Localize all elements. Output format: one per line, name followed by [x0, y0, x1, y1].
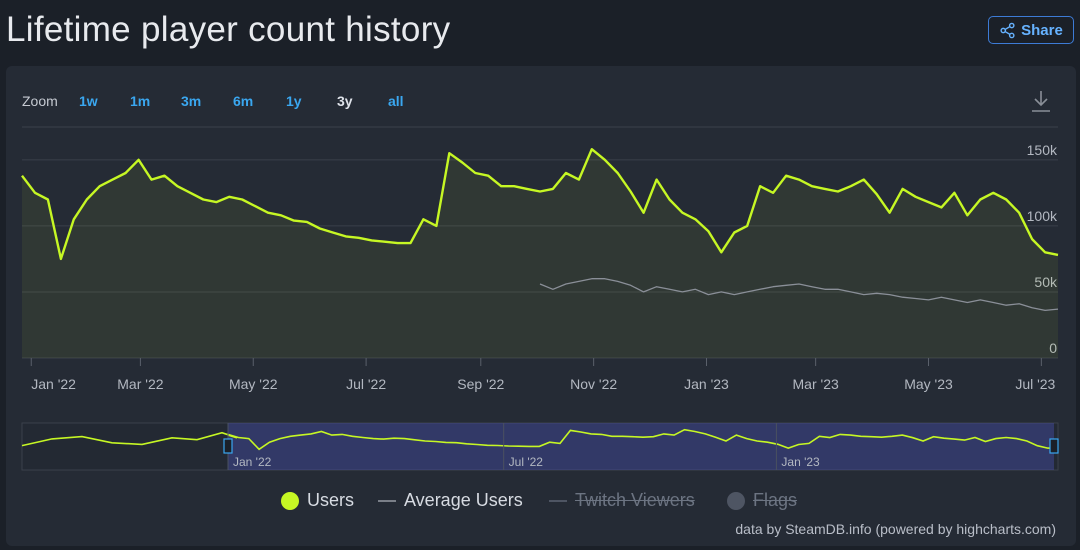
- page-title: Lifetime player count history: [6, 10, 451, 49]
- legend-average-users[interactable]: Average Users: [378, 490, 523, 511]
- download-icon[interactable]: [1030, 88, 1052, 114]
- average-users-line: [539, 278, 1059, 312]
- legend-twitch-label: Twitch Viewers: [575, 490, 695, 510]
- y-axis-ticks: 0 50k 100k 150k: [1027, 142, 1058, 356]
- x-tick-label: Mar '22: [117, 376, 163, 392]
- legend-average-label: Average Users: [404, 490, 523, 510]
- y-tick-label: 100k: [1027, 208, 1058, 224]
- navigator-tick-label: Jan '23: [781, 455, 820, 469]
- zoom-3m-button[interactable]: 3m: [181, 93, 202, 109]
- x-tick-label: May '23: [904, 376, 953, 392]
- navigator-users-line: [21, 428, 1059, 451]
- users-line: [21, 148, 1059, 261]
- zoom-3y-button[interactable]: 3y: [337, 93, 353, 109]
- zoom-1w-button[interactable]: 1w: [79, 93, 98, 109]
- legend-flags[interactable]: Flags: [727, 490, 797, 511]
- x-tick-label: May '22: [229, 376, 278, 392]
- zoom-label: Zoom: [22, 93, 58, 109]
- share-icon: [1000, 22, 1015, 38]
- credits[interactable]: data by SteamDB.info (powered by highcha…: [735, 521, 1056, 537]
- chart-area[interactable]: 0 50k 100k 150k Jan '22 Mar '22 May '22 Jul '2…: [0, 0, 1080, 480]
- navigator-tick-label: Jul '22: [509, 455, 544, 469]
- navigator[interactable]: Jan '22 Jul '22 Jan '23: [21, 422, 1059, 471]
- series-layer: [21, 148, 1059, 358]
- legend-flags-label: Flags: [753, 490, 798, 510]
- x-tick-label: Sep '22: [457, 376, 504, 392]
- zoom-6m-button[interactable]: 6m: [233, 93, 254, 109]
- x-tick-label: Jul '22: [346, 376, 386, 392]
- y-tick-label: 150k: [1027, 142, 1058, 158]
- share-button[interactable]: Share: [988, 16, 1074, 44]
- navigator-tick-label: Jan '22: [233, 455, 272, 469]
- zoom-all-button[interactable]: all: [388, 93, 404, 109]
- legend-users[interactable]: Users: [281, 490, 354, 511]
- share-label: Share: [1021, 21, 1063, 39]
- zoom-1m-button[interactable]: 1m: [130, 93, 151, 109]
- legend-users-label: Users: [307, 490, 355, 510]
- x-axis-ticks: Jan '22 Mar '22 May '22 Jul '22 Sep '22 Nov '…: [30, 358, 1056, 392]
- x-tick-label: Jan '22: [31, 376, 76, 392]
- x-tick-label: Jul '23: [1015, 376, 1055, 392]
- legend-flags-dot-icon: [727, 491, 745, 510]
- x-tick-label: Nov '22: [570, 376, 617, 392]
- y-tick-label: 50k: [1034, 274, 1058, 290]
- grid-lines: [22, 159, 1058, 359]
- legend-twitch-dash-icon: [549, 499, 567, 502]
- navigator-left-handle[interactable]: [223, 438, 233, 454]
- zoom-1y-button[interactable]: 1y: [286, 93, 302, 109]
- legend-users-dot-icon: [281, 491, 299, 510]
- legend-twitch-viewers[interactable]: Twitch Viewers: [549, 490, 695, 511]
- y-tick-label: 0: [1049, 340, 1057, 356]
- x-tick-label: Mar '23: [793, 376, 839, 392]
- navigator-selection: [228, 423, 1054, 470]
- users-area: [22, 149, 1058, 358]
- navigator-right-handle[interactable]: [1049, 438, 1059, 454]
- x-tick-label: Jan '23: [684, 376, 729, 392]
- legend-average-dash-icon: [378, 499, 396, 502]
